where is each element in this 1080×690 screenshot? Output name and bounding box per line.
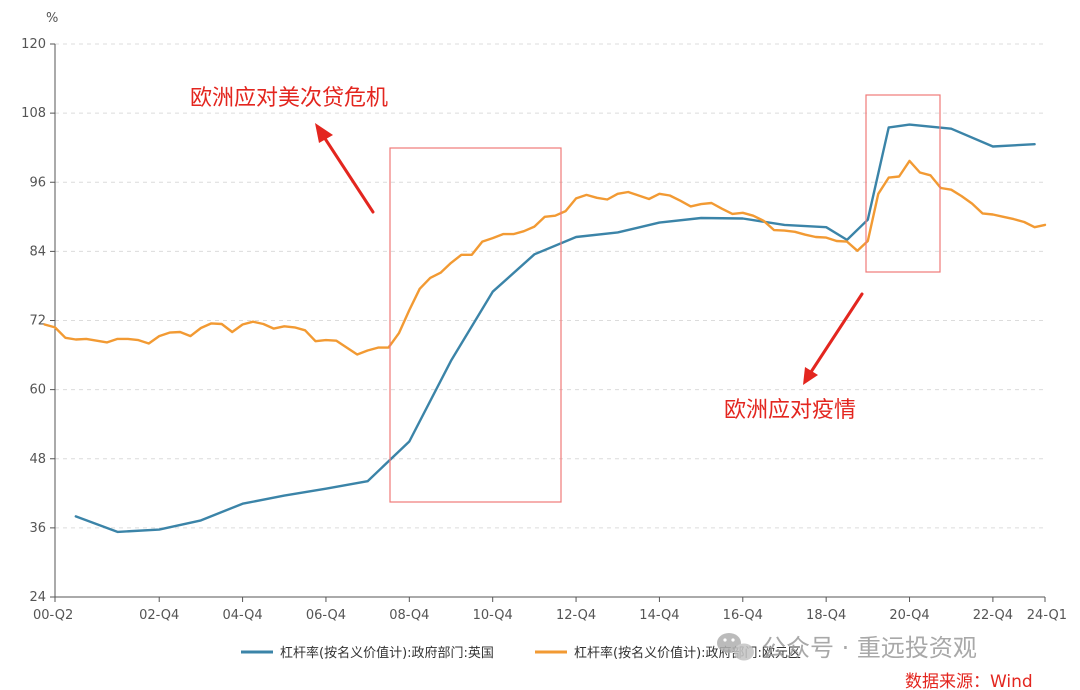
x-tick-label: 12-Q4 xyxy=(556,608,596,623)
pandemic-highlight-box xyxy=(865,94,941,273)
gridlines xyxy=(55,43,1045,529)
series-line-uk xyxy=(74,123,1036,534)
legend-label-uk: 杠杆率(按名义价值计):政府部门:英国 xyxy=(280,645,494,661)
annotation-boxes xyxy=(389,94,941,503)
y-tick-label: 120 xyxy=(21,37,46,52)
watermark-text: 公众号 · 重远投资观 xyxy=(762,634,977,662)
watermark: 公众号 · 重远投资观 xyxy=(717,633,977,662)
pandemic-annotation: 欧洲应对疫情 xyxy=(724,398,856,423)
legend[interactable]: 杠杆率(按名义价值计):政府部门:英国 杠杆率(按名义价值计):政府部门:欧元区 xyxy=(241,645,801,661)
series-line-eurozone xyxy=(43,159,1047,356)
x-tick-label: 18-Q4 xyxy=(806,608,846,623)
x-tick-label: 02-Q4 xyxy=(139,608,179,623)
x-tick-label: 06-Q4 xyxy=(306,608,346,623)
y-tick-label: 48 xyxy=(29,452,46,467)
wechat-icon xyxy=(717,633,754,661)
data-source: 数据来源：Wind xyxy=(905,672,1033,690)
x-tick-label: 04-Q4 xyxy=(222,608,262,623)
pandemic-arrow-head xyxy=(803,367,818,385)
y-tick-label: 84 xyxy=(29,244,46,259)
crisis-arrow-head xyxy=(315,123,333,143)
y-tick-label: 60 xyxy=(29,383,46,398)
x-tick-label: 20-Q4 xyxy=(889,608,929,623)
x-tick-label: 00-Q2 xyxy=(33,608,73,623)
y-tick-label: 72 xyxy=(29,314,46,329)
y-tick-label: 108 xyxy=(21,106,46,121)
crisis-annotation: 欧洲应对美次贷危机 xyxy=(190,86,388,111)
x-tick-label: 24-Q1 xyxy=(1027,608,1067,623)
axes: % 24 36 48 60 72 84 96 108 120 00-Q2 02-Q4 04-Q4 06-… xyxy=(21,11,1067,623)
crisis-arrow-line xyxy=(322,135,375,214)
series-lines xyxy=(43,123,1047,534)
x-tick-label: 08-Q4 xyxy=(389,608,429,623)
crisis-highlight-box xyxy=(389,147,562,503)
y-unit-label: % xyxy=(46,11,58,26)
annotation-arrows xyxy=(315,123,864,385)
y-tick-label: 24 xyxy=(29,590,46,605)
y-tick-label: 96 xyxy=(29,175,46,190)
y-tick-label: 36 xyxy=(29,521,46,536)
x-tick-label: 14-Q4 xyxy=(639,608,679,623)
pandemic-arrow-line xyxy=(809,292,864,374)
x-tick-label: 22-Q4 xyxy=(973,608,1013,623)
x-tick-label: 16-Q4 xyxy=(723,608,763,623)
x-tick-label: 10-Q4 xyxy=(473,608,513,623)
